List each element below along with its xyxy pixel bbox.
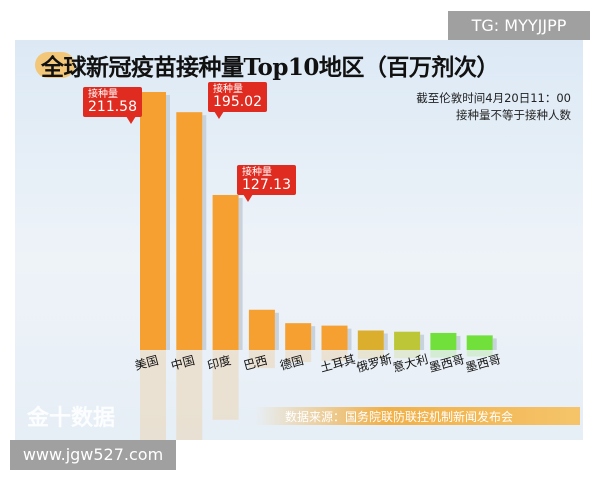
bar-3 [248,309,275,350]
bar-shadow [311,326,316,350]
bar-shadow [202,115,207,351]
category-label: 巴西 [242,353,269,373]
time-note: 截至伦敦时间4月20日11：00 [416,91,571,105]
bar-shadow [456,335,461,350]
data-label-value: 127.13 [242,177,291,193]
category-label: 中国 [169,352,196,373]
bar-shadow [383,333,388,350]
bar-shadow [166,95,170,350]
source-text: 数据来源：国务院联防联控机制新闻发布会 [285,410,514,424]
disclaimer-note: 接种量不等于接种人数 [456,108,571,122]
bar-reflection [248,350,275,369]
chart-title: 全球新冠疫苗接种量Top10地区（百万剂次） [41,54,499,81]
data-label-caption: 接种量 [242,167,272,178]
bar-1 [176,112,203,351]
bar-shadow [274,312,279,350]
data-label-caption: 接种量 [88,89,118,100]
bar-8 [430,332,457,350]
category-label: 德国 [278,352,305,373]
data-label-china: 接种量 195.02 [208,82,267,120]
chart-image: 全球新冠疫苗接种量Top10地区（百万剂次） 截至伦敦时间4月20日11：00 … [15,40,583,440]
bar-reflection [321,350,348,361]
category-label: 美国 [133,353,160,373]
bar-5 [321,325,348,350]
watermark-top: TG: MYYJJPP [448,11,590,40]
bar-reflection [466,350,493,357]
data-label-value: 211.58 [88,99,137,115]
source-banner [255,407,580,425]
bar-4 [285,323,312,350]
watermark-bottom: www.jgw527.com [10,440,176,470]
bar-reflection [394,350,421,359]
title-highlight [35,52,75,78]
bar-shadow [420,334,425,350]
data-label-value: 195.02 [213,94,262,110]
bar-7 [394,331,421,350]
bar-2 [212,194,239,350]
bar-shadow [238,197,243,350]
bar-reflection [140,350,166,440]
data-label-caption: 接种量 [213,84,243,95]
bar-shadow [492,338,497,350]
data-label-usa: 接种量 211.58 [83,87,142,125]
bar-reflection [212,350,239,420]
data-label-india: 接种量 127.13 [237,165,296,203]
bar-reflection [430,350,457,358]
bar-reflection [285,350,312,363]
bar-0 [140,92,166,350]
bar-shadow [347,328,352,350]
bar-reflection [357,350,384,359]
bar-9 [466,335,493,350]
bar-6 [357,330,384,350]
category-label: 印度 [205,352,232,373]
logo: 金十数据 [27,406,116,431]
bar-reflection [176,350,203,440]
